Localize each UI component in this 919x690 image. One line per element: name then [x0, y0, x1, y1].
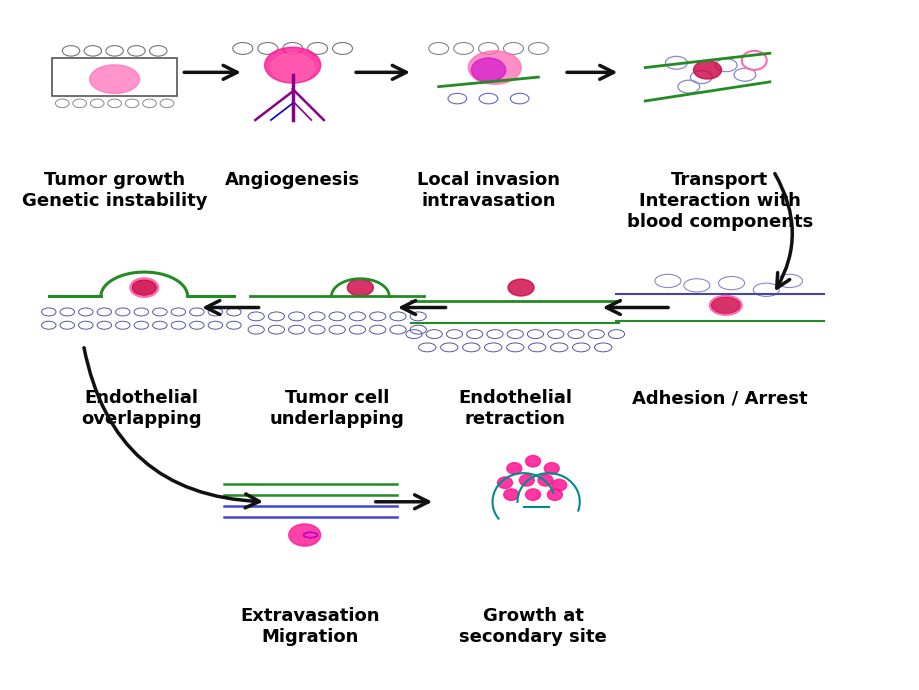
- Text: Angiogenesis: Angiogenesis: [225, 171, 360, 189]
- Circle shape: [547, 489, 562, 500]
- Ellipse shape: [507, 279, 533, 296]
- Text: Tumor growth
Genetic instability: Tumor growth Genetic instability: [22, 171, 207, 210]
- Ellipse shape: [471, 58, 505, 82]
- Circle shape: [518, 475, 534, 486]
- Ellipse shape: [710, 297, 740, 314]
- Text: Local invasion
intravasation: Local invasion intravasation: [416, 171, 560, 210]
- Text: Endothelial
retraction: Endothelial retraction: [458, 389, 572, 428]
- Text: Extravasation
Migration: Extravasation Migration: [241, 607, 380, 647]
- Text: Tumor cell
underlapping: Tumor cell underlapping: [269, 389, 404, 428]
- Ellipse shape: [693, 61, 720, 79]
- Circle shape: [538, 475, 552, 486]
- Circle shape: [497, 477, 512, 489]
- Circle shape: [544, 463, 559, 474]
- Circle shape: [525, 489, 540, 500]
- Text: Growth at
secondary site: Growth at secondary site: [459, 607, 607, 647]
- Text: Adhesion / Arrest: Adhesion / Arrest: [631, 389, 807, 407]
- Circle shape: [551, 480, 566, 491]
- Ellipse shape: [347, 279, 373, 296]
- Circle shape: [504, 489, 518, 500]
- Circle shape: [506, 463, 521, 474]
- Ellipse shape: [468, 51, 521, 84]
- Ellipse shape: [132, 280, 156, 295]
- Text: Endothelial
overlapping: Endothelial overlapping: [81, 389, 201, 428]
- Text: Transport
Interaction with
blood components: Transport Interaction with blood compone…: [626, 171, 812, 230]
- Ellipse shape: [90, 65, 140, 93]
- Ellipse shape: [270, 53, 314, 82]
- Ellipse shape: [289, 524, 320, 546]
- Circle shape: [525, 455, 540, 467]
- Ellipse shape: [265, 48, 321, 83]
